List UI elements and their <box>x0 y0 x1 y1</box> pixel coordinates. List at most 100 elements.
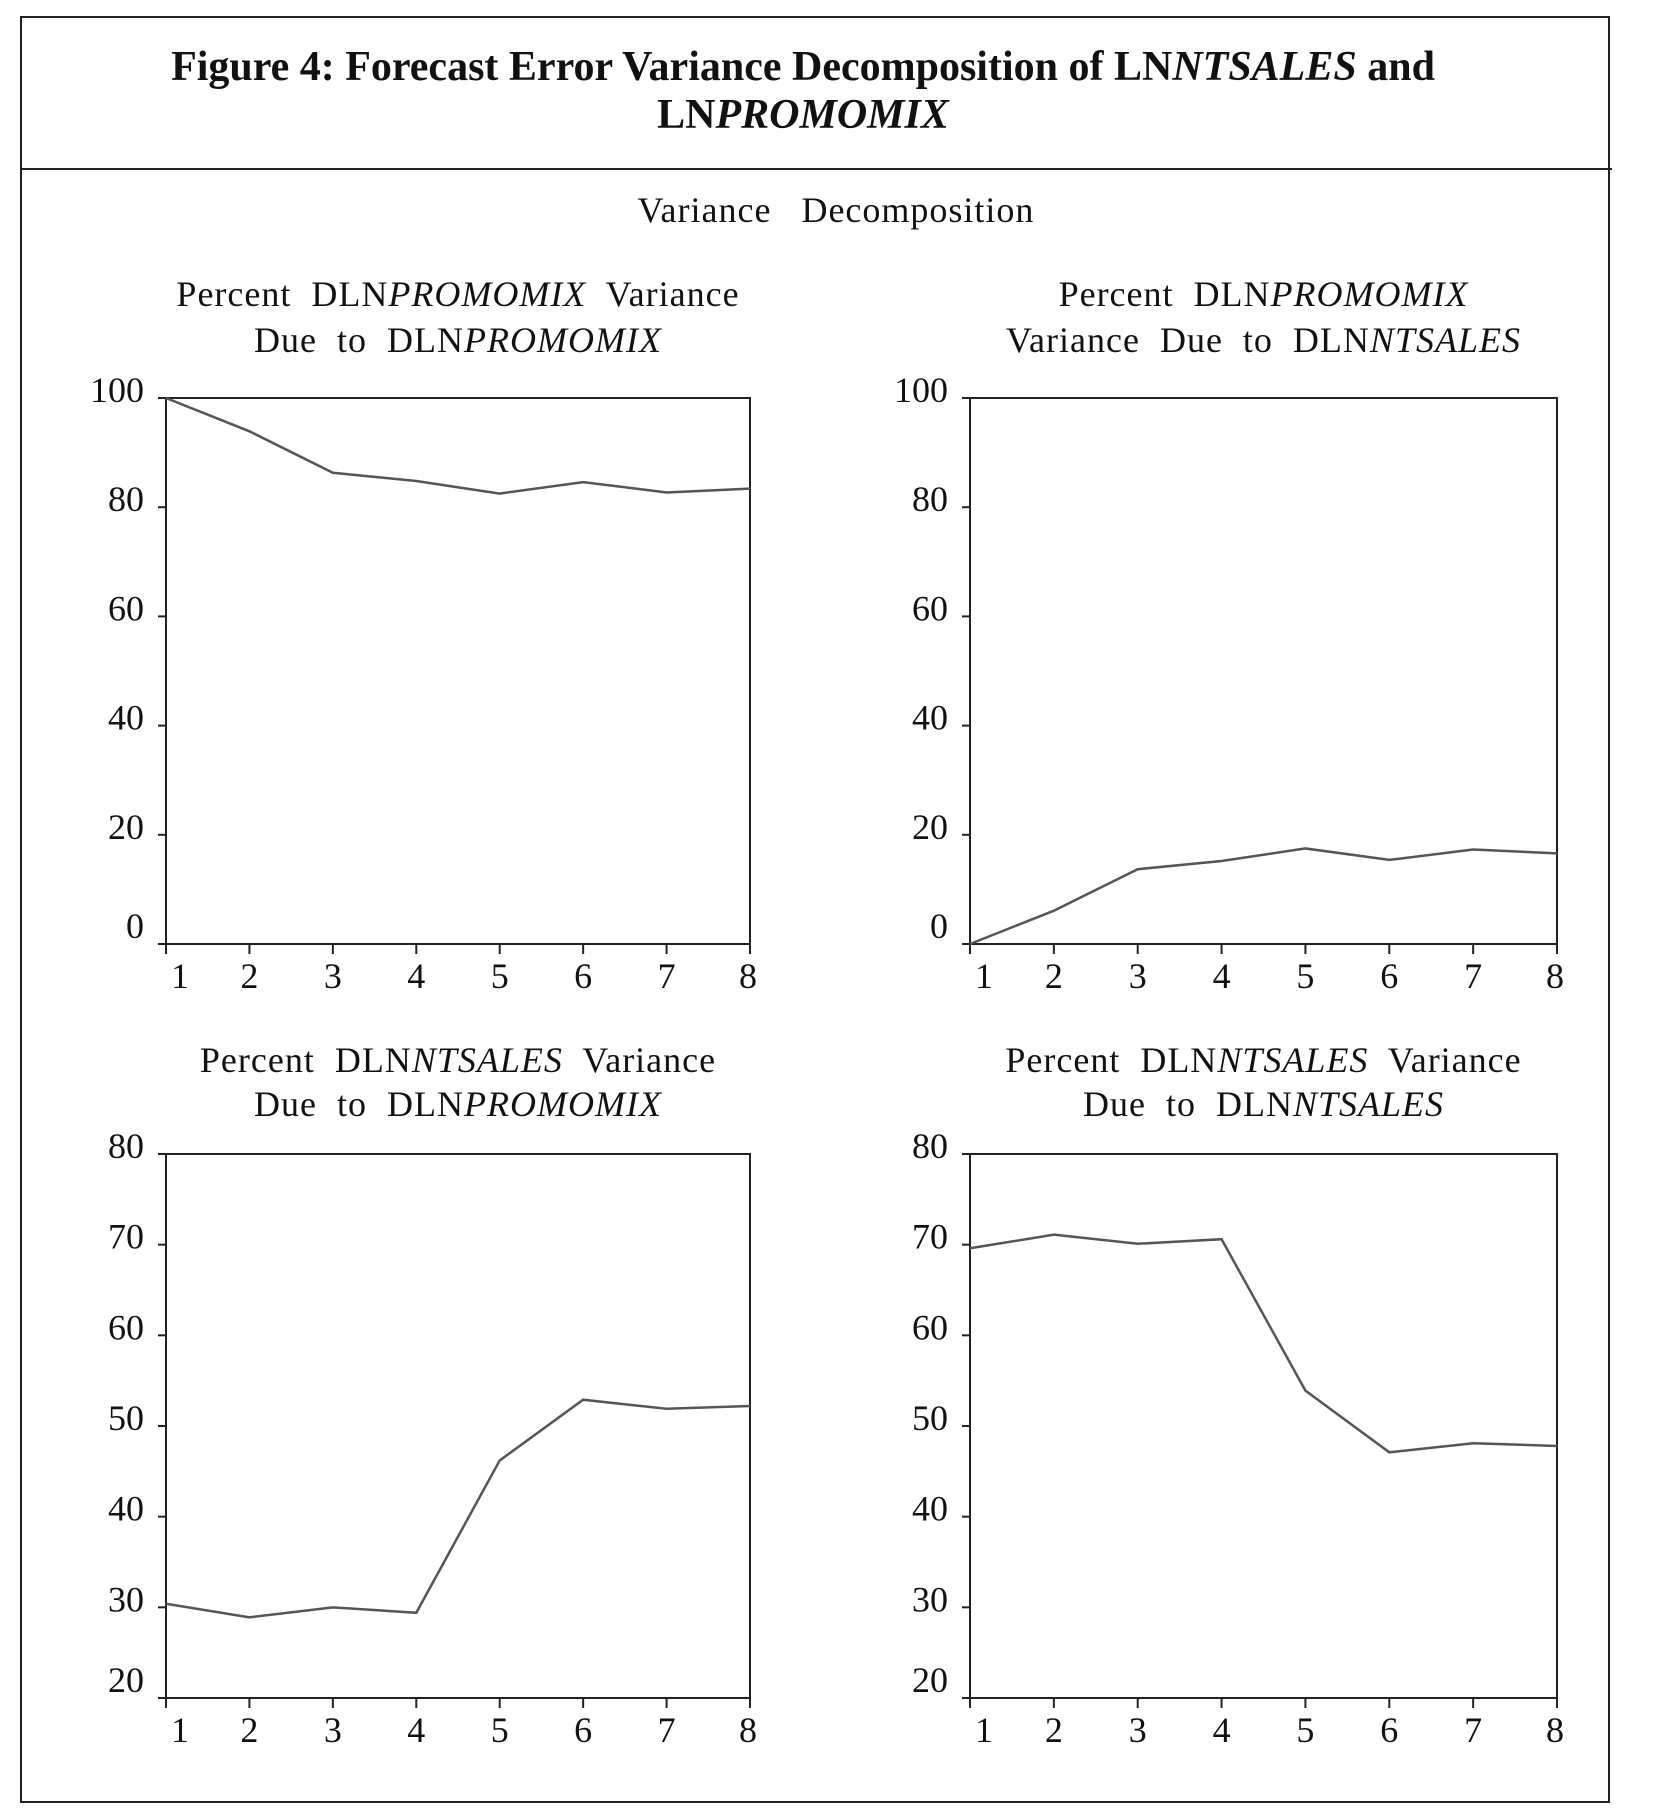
title-part: Percent DLN <box>176 274 388 314</box>
title-part: Percent DLN <box>200 1040 412 1080</box>
data-point <box>415 1612 417 1614</box>
data-point <box>749 1405 751 1407</box>
data-point <box>582 1399 584 1401</box>
x-tick-label: 8 <box>1546 1710 1564 1750</box>
x-tick-label: 4 <box>1213 1710 1231 1750</box>
y-tick-label: 80 <box>912 479 948 519</box>
x-tick-label: 3 <box>324 956 342 996</box>
data-point <box>1472 1442 1474 1444</box>
x-tick-label: 8 <box>739 1710 757 1750</box>
title-italic-part: NTSALES <box>1369 320 1521 360</box>
series-line <box>969 847 1558 946</box>
data-point <box>1388 1451 1390 1453</box>
y-tick-label: 80 <box>912 1126 948 1166</box>
y-tick-label: 60 <box>108 1307 144 1347</box>
y-tick-label: 40 <box>912 698 948 738</box>
title-part: Percent DLN <box>1059 274 1271 314</box>
data-point <box>969 1247 971 1249</box>
data-point <box>1221 1238 1223 1240</box>
chart-title-line2: Due to DLNPROMOMIX <box>254 1084 663 1124</box>
title-part: Figure 4: Forecast Error Variance Decomp… <box>171 44 1172 90</box>
title-italic-part: NTSALES <box>1292 1084 1444 1124</box>
data-point <box>248 1616 250 1618</box>
x-tick-label: 6 <box>1380 1710 1398 1750</box>
data-point <box>165 1603 167 1605</box>
x-tick-label: 2 <box>240 956 258 996</box>
figure-border <box>20 16 1610 1803</box>
y-tick-label: 50 <box>108 1398 144 1438</box>
title-part: Due to DLN <box>254 320 464 360</box>
x-tick-label: 2 <box>1045 956 1063 996</box>
x-tick-label: 1 <box>171 1710 189 1750</box>
x-tick-label: 7 <box>1464 1710 1482 1750</box>
data-point <box>1221 860 1223 862</box>
x-tick-label: 5 <box>1296 1710 1314 1750</box>
x-tick-label: 6 <box>574 1710 592 1750</box>
data-point <box>666 491 668 493</box>
title-italic-part: PROMOMIX <box>463 320 663 360</box>
data-point <box>415 480 417 482</box>
x-tick-label: 1 <box>975 1710 993 1750</box>
data-point <box>165 397 167 399</box>
title-part: Variance <box>586 274 739 314</box>
y-tick-label: 100 <box>894 370 948 410</box>
y-tick-label: 20 <box>912 1660 948 1700</box>
title-part: Due to DLN <box>1083 1084 1293 1124</box>
y-tick-label: 20 <box>108 1660 144 1700</box>
y-tick-label: 70 <box>108 1217 144 1257</box>
y-tick-label: 60 <box>912 1307 948 1347</box>
data-point <box>1472 849 1474 851</box>
x-tick-label: 8 <box>1546 956 1564 996</box>
y-tick-label: 50 <box>912 1398 948 1438</box>
x-tick-label: 8 <box>739 956 757 996</box>
data-point <box>499 493 501 495</box>
title-part: and <box>1357 44 1435 90</box>
data-point <box>582 481 584 483</box>
y-tick-label: 70 <box>912 1217 948 1257</box>
plot-frame <box>969 397 1558 945</box>
chart-title-line1: Percent DLNPROMOMIX Variance <box>176 274 739 314</box>
y-tick-label: 0 <box>126 906 144 946</box>
data-point <box>1053 910 1055 912</box>
data-point <box>969 943 971 945</box>
title-part: Variance <box>1368 1040 1521 1080</box>
data-point <box>1556 852 1558 854</box>
data-point <box>1556 1445 1558 1447</box>
x-tick-label: 7 <box>1464 956 1482 996</box>
data-point <box>1053 1234 1055 1236</box>
x-tick-label: 7 <box>658 956 676 996</box>
data-point <box>1388 859 1390 861</box>
title-italic-part: PROMOMIX <box>714 92 949 138</box>
data-point <box>332 1606 334 1608</box>
figure-subtitle: Variance Decomposition <box>638 190 1035 230</box>
x-tick-label: 6 <box>1380 956 1398 996</box>
x-tick-label: 5 <box>1296 956 1314 996</box>
data-point <box>666 1408 668 1410</box>
x-tick-label: 5 <box>491 1710 509 1750</box>
title-part: Variance <box>563 1040 716 1080</box>
title-part: Variance Due to DLN <box>1006 320 1370 360</box>
y-tick-label: 20 <box>108 807 144 847</box>
title-italic-part: PROMOMIX <box>1270 274 1470 314</box>
x-tick-label: 4 <box>407 956 425 996</box>
y-tick-label: 60 <box>108 588 144 628</box>
x-tick-label: 3 <box>324 1710 342 1750</box>
title-italic-part: PROMOMIX <box>463 1084 663 1124</box>
data-point <box>1137 1243 1139 1245</box>
chart-2: Percent DLNPROMOMIX Variance Due to DLNNT… <box>894 274 1564 996</box>
chart-title-line2: Due to DLNNTSALES <box>1083 1084 1444 1124</box>
y-tick-label: 30 <box>912 1579 948 1619</box>
y-tick-label: 80 <box>108 1126 144 1166</box>
chart-title-line2: Variance Due to DLNNTSALES <box>1006 320 1521 360</box>
x-tick-label: 3 <box>1129 956 1147 996</box>
series-line <box>969 1233 1558 1454</box>
data-point <box>1304 847 1306 849</box>
figure-title-line2: LNPROMOMIX <box>657 92 950 138</box>
x-tick-label: 2 <box>1045 1710 1063 1750</box>
chart-title-line1: Percent DLNPROMOMIX <box>1059 274 1470 314</box>
x-tick-label: 7 <box>658 1710 676 1750</box>
data-point <box>499 1459 501 1461</box>
chart-title-line1: Percent DLNNTSALES Variance <box>1005 1040 1521 1080</box>
title-italic-part: NTSALES <box>1216 1040 1368 1080</box>
